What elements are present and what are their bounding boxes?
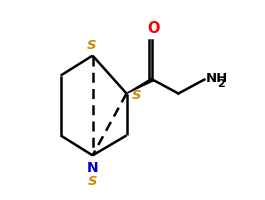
Text: N: N: [87, 161, 98, 175]
Text: S: S: [88, 174, 97, 187]
Text: S: S: [87, 38, 96, 51]
Polygon shape: [126, 79, 153, 94]
Text: S: S: [131, 89, 141, 102]
Text: O: O: [147, 21, 160, 35]
Text: NH: NH: [205, 72, 228, 85]
Text: 2: 2: [217, 79, 225, 89]
